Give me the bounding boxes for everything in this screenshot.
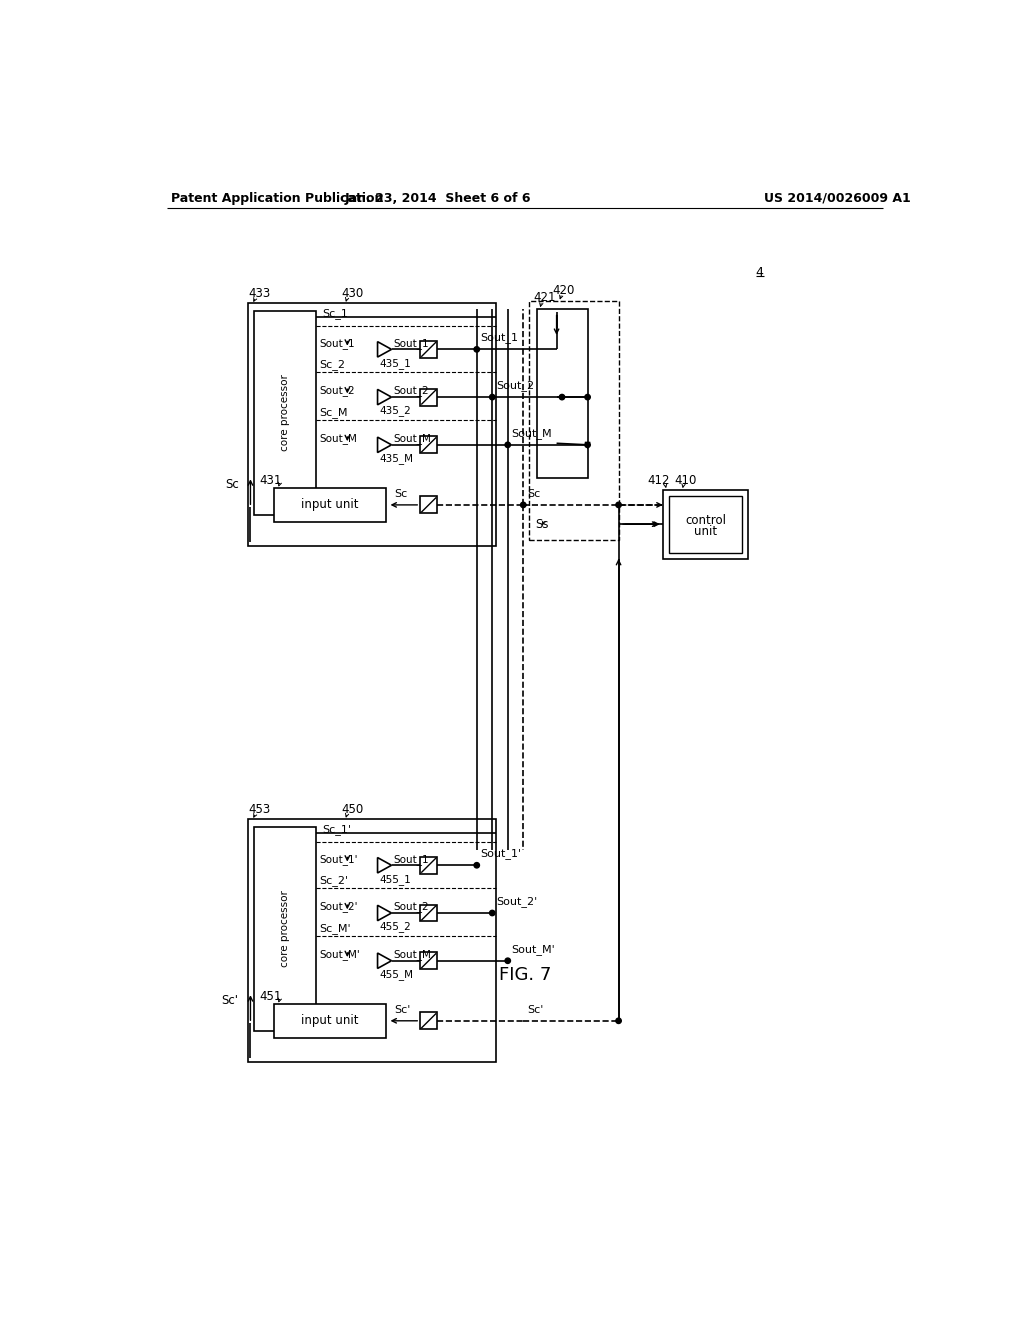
Bar (273, 1003, 386, 1038)
Text: Sc': Sc' (221, 994, 238, 1007)
Text: Sout_1: Sout_1 (394, 854, 429, 865)
Text: Sout_M: Sout_M (512, 428, 552, 438)
Text: Sout_1': Sout_1' (480, 849, 522, 859)
Text: Sc_M: Sc_M (319, 407, 348, 418)
Text: FIG. 7: FIG. 7 (499, 966, 551, 983)
Bar (420, 857, 437, 874)
Bar (420, 341, 437, 358)
Circle shape (559, 395, 564, 400)
Text: 431: 431 (260, 474, 283, 487)
Text: Sout_2: Sout_2 (319, 385, 355, 396)
Text: 420: 420 (553, 284, 575, 297)
Text: Sout_M: Sout_M (319, 433, 357, 444)
Text: Sc_2: Sc_2 (319, 359, 345, 370)
Circle shape (615, 502, 622, 508)
Bar (254, 312, 316, 515)
Text: 421: 421 (534, 292, 556, 305)
Text: Sc_1: Sc_1 (323, 309, 348, 319)
Circle shape (474, 347, 479, 352)
Text: Sout_M: Sout_M (394, 433, 432, 444)
Polygon shape (378, 953, 391, 969)
Text: Sc: Sc (394, 490, 408, 499)
Bar (538, 309, 588, 478)
Text: 455_2: 455_2 (379, 921, 411, 932)
Text: Sout_1': Sout_1' (319, 854, 358, 865)
Text: 453: 453 (248, 804, 270, 816)
Text: 451: 451 (260, 990, 283, 1003)
Text: 410: 410 (675, 474, 696, 487)
Bar (420, 437, 437, 453)
Text: Sc': Sc' (394, 1005, 411, 1015)
Text: input unit: input unit (301, 499, 358, 511)
Text: input unit: input unit (301, 1014, 358, 1027)
Circle shape (585, 395, 590, 400)
Circle shape (489, 395, 495, 400)
Text: Sc: Sc (225, 478, 239, 491)
Text: 455_M: 455_M (379, 969, 413, 979)
Bar (420, 952, 437, 969)
Text: Sout_M: Sout_M (394, 949, 432, 960)
Polygon shape (378, 906, 391, 921)
Circle shape (489, 911, 495, 916)
Polygon shape (378, 858, 391, 873)
Bar (529, 301, 618, 540)
Text: Sout_M': Sout_M' (319, 949, 360, 960)
Text: Sout_2: Sout_2 (496, 380, 535, 391)
Text: Jan. 23, 2014  Sheet 6 of 6: Jan. 23, 2014 Sheet 6 of 6 (345, 191, 531, 205)
Text: US 2014/0026009 A1: US 2014/0026009 A1 (764, 191, 910, 205)
Polygon shape (378, 342, 391, 358)
Text: 4: 4 (756, 265, 764, 279)
Text: Sc': Sc' (527, 1005, 544, 1015)
Text: Sout_1: Sout_1 (319, 338, 355, 348)
Text: core processor: core processor (281, 891, 291, 968)
Text: 435_M: 435_M (379, 453, 413, 465)
Circle shape (474, 862, 479, 869)
Text: Sout_2': Sout_2' (319, 902, 358, 912)
Text: Sout_2: Sout_2 (394, 902, 429, 912)
Text: 435_2: 435_2 (379, 405, 411, 416)
Text: 455_1: 455_1 (379, 874, 411, 884)
Bar (420, 388, 437, 405)
Bar (248, 818, 496, 1061)
Polygon shape (378, 389, 391, 405)
Bar (420, 1012, 437, 1030)
Text: control: control (685, 513, 726, 527)
Text: Sout_2: Sout_2 (394, 385, 429, 396)
Text: Sc_M': Sc_M' (319, 923, 351, 933)
Text: unit: unit (694, 525, 717, 539)
Text: Sc_2': Sc_2' (319, 875, 348, 886)
Text: 412: 412 (647, 474, 670, 487)
Circle shape (505, 958, 510, 964)
Text: 433: 433 (248, 288, 270, 301)
Text: 450: 450 (341, 804, 364, 816)
Text: Sc_1': Sc_1' (323, 825, 351, 836)
Circle shape (520, 502, 526, 508)
Bar (420, 904, 437, 921)
Bar (420, 496, 437, 513)
Bar (254, 826, 316, 1031)
Text: Sout_2': Sout_2' (496, 896, 538, 907)
Bar (273, 488, 386, 521)
Text: Sout_1: Sout_1 (394, 338, 429, 348)
Polygon shape (378, 437, 391, 453)
Text: core processor: core processor (281, 375, 291, 451)
Text: 430: 430 (341, 288, 364, 301)
Text: Sout_1: Sout_1 (480, 333, 518, 343)
Circle shape (585, 442, 590, 447)
Bar (248, 304, 496, 545)
Bar (663, 490, 748, 558)
Text: Sc: Sc (527, 490, 541, 499)
Text: Patent Application Publication: Patent Application Publication (171, 191, 383, 205)
Bar (669, 496, 741, 553)
Circle shape (505, 442, 510, 447)
Text: Ss: Ss (536, 517, 549, 531)
Text: 435_1: 435_1 (379, 358, 411, 368)
Text: Sout_M': Sout_M' (512, 944, 555, 954)
Circle shape (615, 1018, 622, 1023)
